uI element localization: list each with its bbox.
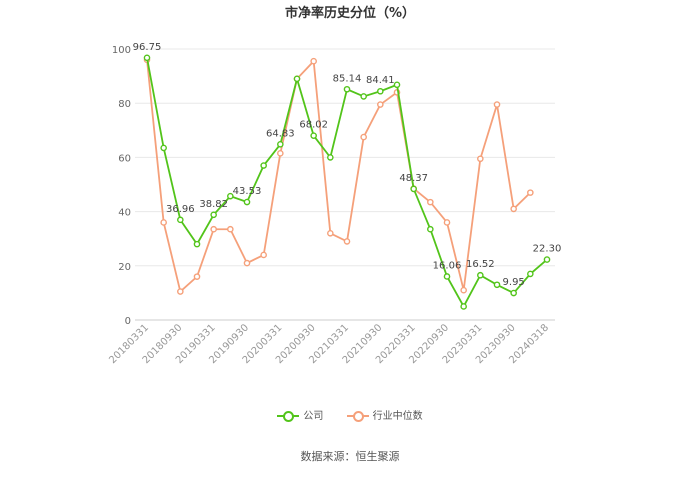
data-point-company [160, 144, 167, 152]
data-point-industry-median [510, 205, 517, 213]
legend-item-company[interactable]: 公司 [277, 407, 323, 422]
data-point-company [427, 225, 434, 233]
chart-title: 市净率历史分位（%） [285, 5, 415, 21]
data-label: 85.14 [333, 73, 362, 84]
data-point-company [260, 162, 267, 169]
data-point-industry-median [310, 57, 317, 65]
data-point-industry-median [493, 101, 501, 108]
data-point-company [243, 198, 251, 206]
data-point-industry-median [477, 155, 484, 163]
data-point-company [310, 132, 317, 139]
data-point-company [193, 240, 201, 248]
y-tick-label: 80 [118, 99, 131, 110]
data-label: 16.52 [466, 259, 495, 270]
data-point-company [527, 270, 534, 278]
data-point-company [460, 303, 467, 310]
data-point-industry-median [443, 219, 451, 226]
data-point-company [543, 256, 551, 263]
data-point-industry-median [343, 238, 351, 245]
data-point-industry-median [377, 101, 384, 108]
data-label: 38.82 [199, 199, 228, 210]
data-point-company [293, 75, 301, 83]
data-point-industry-median [360, 133, 367, 141]
y-tick-label: 60 [118, 153, 131, 164]
y-tick-label: 0 [125, 316, 131, 327]
data-point-company [510, 289, 517, 297]
data-point-company [360, 93, 367, 100]
data-label: 22.30 [533, 244, 562, 255]
data-label: 84.41 [366, 75, 395, 86]
data-point-industry-median [260, 251, 267, 259]
y-tick-label: 100 [112, 45, 131, 56]
data-point-industry-median [427, 198, 434, 206]
data-point-company [210, 211, 217, 219]
data-point-company [177, 216, 184, 224]
legend-swatch-industry-median [346, 411, 369, 422]
data-point-industry-median [177, 288, 184, 295]
data-point-company [327, 154, 334, 161]
y-tick-label: 40 [118, 208, 131, 219]
data-point-company [343, 85, 351, 93]
data-point-company [277, 141, 284, 148]
data-point-industry-median [527, 189, 534, 196]
data-point-company [493, 281, 501, 289]
data-label: 43.53 [233, 186, 262, 197]
data-point-industry-median [227, 225, 234, 233]
y-tick-label: 20 [118, 262, 131, 273]
data-label: 96.75 [133, 42, 162, 53]
series-line-industry-median [146, 59, 531, 294]
data-point-company [443, 273, 451, 280]
legend-item-industry-median[interactable]: 行业中位数 [346, 407, 423, 422]
data-point-company [410, 185, 417, 193]
data-point-industry-median [327, 229, 334, 237]
data-label: 16.06 [433, 260, 462, 271]
data-point-industry-median [243, 259, 251, 267]
data-label: 48.37 [399, 173, 428, 184]
data-point-industry-median [277, 150, 284, 157]
data-point-industry-median [210, 225, 217, 233]
data-label: 68.02 [299, 120, 328, 131]
data-point-industry-median [160, 219, 167, 226]
data-point-industry-median [193, 273, 201, 280]
data-point-company [143, 54, 151, 62]
legend: 公司 行业中位数 [0, 407, 700, 422]
data-source: 数据来源：恒生聚源 [300, 450, 400, 463]
data-point-company [393, 81, 401, 89]
data-label: 36.96 [166, 204, 195, 215]
data-point-company [227, 192, 234, 200]
legend-label-industry-median: 行业中位数 [372, 411, 423, 422]
legend-label-company: 公司 [303, 411, 324, 422]
legend-swatch-company [277, 411, 300, 422]
data-point-industry-median [460, 286, 467, 294]
data-label: 9.95 [503, 277, 525, 288]
data-point-company [477, 271, 484, 279]
data-point-company [377, 87, 384, 95]
data-label: 64.83 [266, 128, 295, 139]
